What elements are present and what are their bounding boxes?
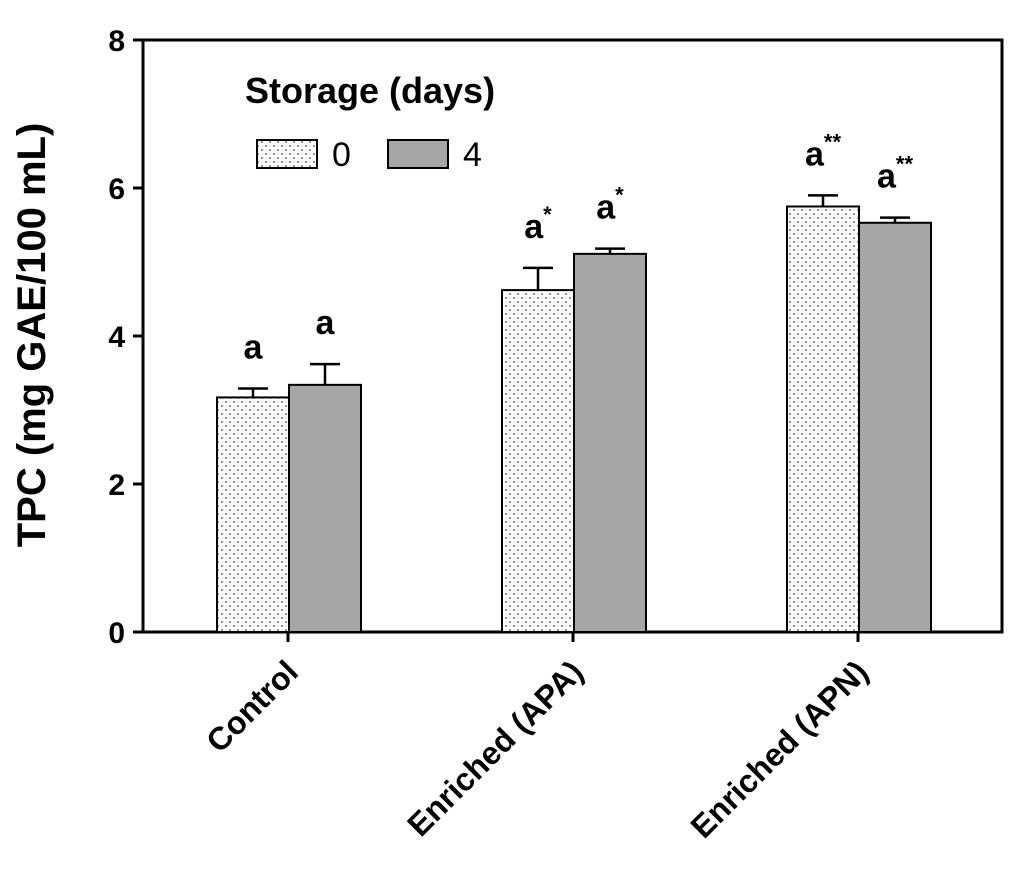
legend-title: Storage (days): [245, 70, 495, 111]
error-bars: [238, 194, 910, 398]
y-tick-label: 4: [108, 321, 125, 354]
y-axis-label: TPC (mg GAE/100 mL): [10, 123, 54, 548]
x-tick-label: Control: [199, 653, 305, 759]
legend-label: 0: [332, 136, 351, 174]
legend-swatch-day4: [387, 139, 449, 169]
bar-day4: [573, 252, 647, 634]
y-tick-label: 6: [108, 173, 125, 206]
bar-day0: [786, 205, 860, 633]
annotation-label: a*: [596, 183, 624, 227]
y-tick-label: 8: [108, 25, 125, 58]
significance-annotations: a a a* a* a** a**: [244, 129, 914, 366]
annotation-label: a**: [805, 129, 841, 173]
annotation-label: a: [316, 304, 336, 342]
bar-day4: [288, 383, 362, 633]
annotation-label: a: [244, 329, 264, 367]
bars: [216, 205, 932, 634]
annotation-label: a**: [877, 152, 913, 196]
y-tick-label: 0: [108, 617, 125, 650]
bar-day0: [216, 396, 290, 634]
legend-label: 4: [463, 136, 482, 174]
bar-day0: [501, 289, 575, 633]
legend: Storage (days) 0 4: [245, 70, 495, 174]
y-axis: 0 2 4 6 8: [108, 25, 143, 650]
x-tick-label: Enriched (APN): [684, 653, 875, 844]
x-tick-label: Enriched (APA): [400, 653, 590, 843]
y-tick-label: 2: [108, 469, 125, 502]
annotation-label: a*: [524, 202, 552, 246]
x-axis: Control Enriched (APA) Enriched (APN): [199, 632, 875, 845]
bar-day4: [858, 221, 932, 633]
legend-swatch-day0: [256, 139, 318, 169]
